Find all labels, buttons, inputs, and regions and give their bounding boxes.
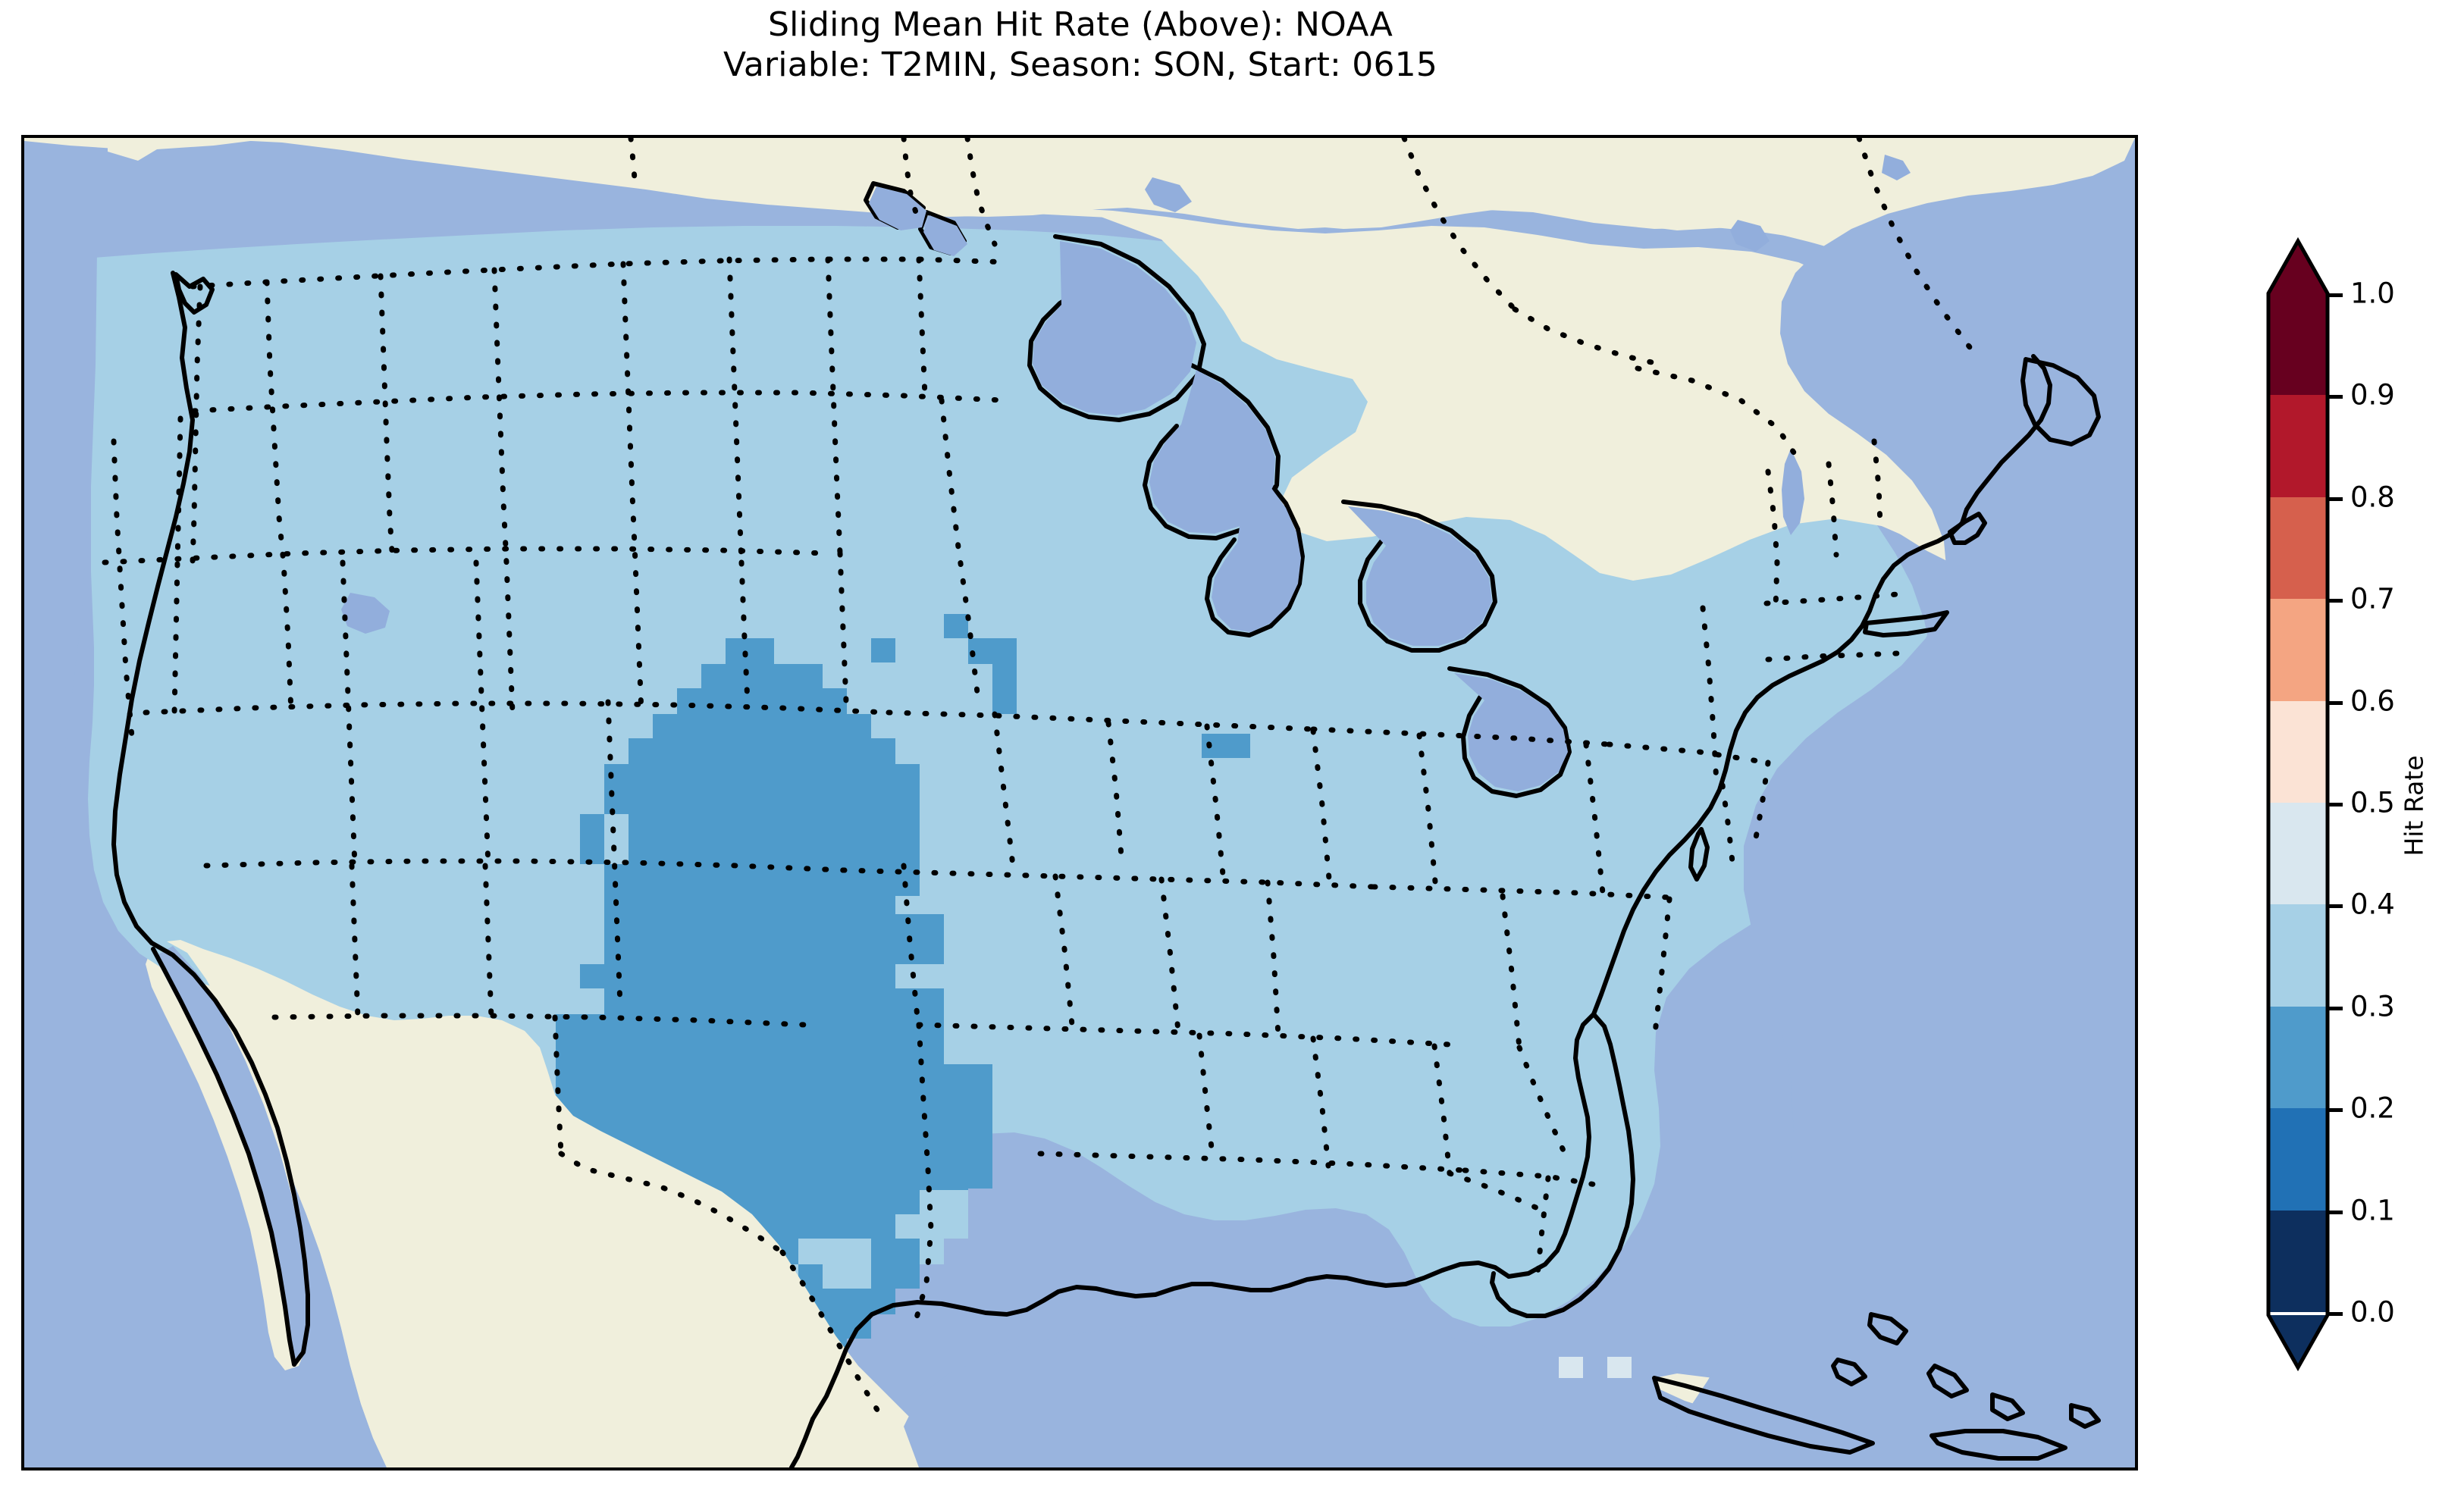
cb-band-0.5-0.6	[2268, 700, 2328, 803]
cb-tick-0.2	[2328, 1108, 2343, 1113]
cb-tick-0.8	[2328, 496, 2343, 501]
colorbar[interactable]: 1.0 0.9 0.8 0.7 0.6 0.5 0.4 0.3 0.2 0.1 …	[2266, 236, 2458, 1372]
cb-ticklabel-0.2: 0.2	[2350, 1092, 2395, 1125]
figure-title: Sliding Mean Hit Rate (Above): NOAA Vari…	[0, 5, 2161, 85]
cb-band-0.0-0.1	[2268, 1210, 2328, 1312]
pacific-shelf-mask	[24, 252, 97, 1032]
cb-band-0.9-1.0	[2268, 293, 2328, 396]
cb-tick-0.0	[2328, 1312, 2343, 1316]
cb-band-0.7-0.8	[2268, 496, 2328, 600]
baja-peninsula	[146, 943, 308, 1370]
cb-tick-0.9	[2328, 395, 2343, 399]
lakes-layer	[341, 155, 1911, 791]
cb-band-0.3-0.4	[2268, 904, 2328, 1007]
cb-extend-top-fill	[2268, 241, 2328, 293]
cb-band-0.4-0.5	[2268, 803, 2328, 905]
cb-ticklabel-0.8: 0.8	[2350, 481, 2395, 514]
cb-frame	[2266, 236, 2330, 1372]
colorbar-bands	[2268, 293, 2328, 1312]
atlantic-ocean-mask	[1647, 138, 2135, 1467]
cb-ticklabel-0.3: 0.3	[2350, 990, 2395, 1023]
state-borders	[102, 138, 1973, 1419]
cb-tick-1.0	[2328, 293, 2343, 297]
map-canvas	[24, 138, 2135, 1467]
map-axes[interactable]	[21, 135, 2138, 1471]
colorbar-axis-label: Hit Rate	[2399, 755, 2429, 857]
pale-cells	[1559, 1357, 1632, 1378]
cb-band-0.6-0.7	[2268, 599, 2328, 701]
cb-tick-0.3	[2328, 1006, 2343, 1010]
title-line-2: Variable: T2MIN, Season: SON, Start: 061…	[723, 45, 1438, 84]
cb-ticklabel-0.9: 0.9	[2350, 378, 2395, 412]
cb-extend-bottom-fill	[2268, 1315, 2328, 1367]
gulf-of-mexico-mask	[904, 1320, 1547, 1467]
cb-tick-0.6	[2328, 700, 2343, 705]
cb-ticklabel-0.7: 0.7	[2350, 582, 2395, 615]
canada-lake-lobe-mask	[1010, 208, 1973, 581]
cb-tick-0.4	[2328, 904, 2343, 909]
cb-ticklabel-0.4: 0.4	[2350, 888, 2395, 921]
gulf-of-california	[155, 946, 308, 1360]
cb-band-0.1-0.2	[2268, 1108, 2328, 1211]
cb-ticklabel-0.1: 0.1	[2350, 1194, 2395, 1227]
cb-tick-0.1	[2328, 1210, 2343, 1214]
mexico-mask	[167, 940, 919, 1467]
cb-ticklabel-0.6: 0.6	[2350, 684, 2395, 718]
coastlines	[111, 181, 2101, 1467]
map-geography	[24, 138, 2135, 1467]
cb-band-0.2-0.3	[2268, 1006, 2328, 1109]
cb-band-0.8-0.9	[2268, 395, 2328, 497]
cb-ticklabel-0.5: 0.5	[2350, 786, 2395, 819]
cb-tick-0.5	[2328, 803, 2343, 807]
cb-tick-0.7	[2328, 599, 2343, 603]
cb-ticklabel-1.0: 1.0	[2350, 277, 2395, 310]
title-line-1: Sliding Mean Hit Rate (Above): NOAA	[767, 5, 1393, 44]
cb-ticklabel-0.0: 0.0	[2350, 1295, 2395, 1329]
canada-mask	[24, 138, 2135, 365]
